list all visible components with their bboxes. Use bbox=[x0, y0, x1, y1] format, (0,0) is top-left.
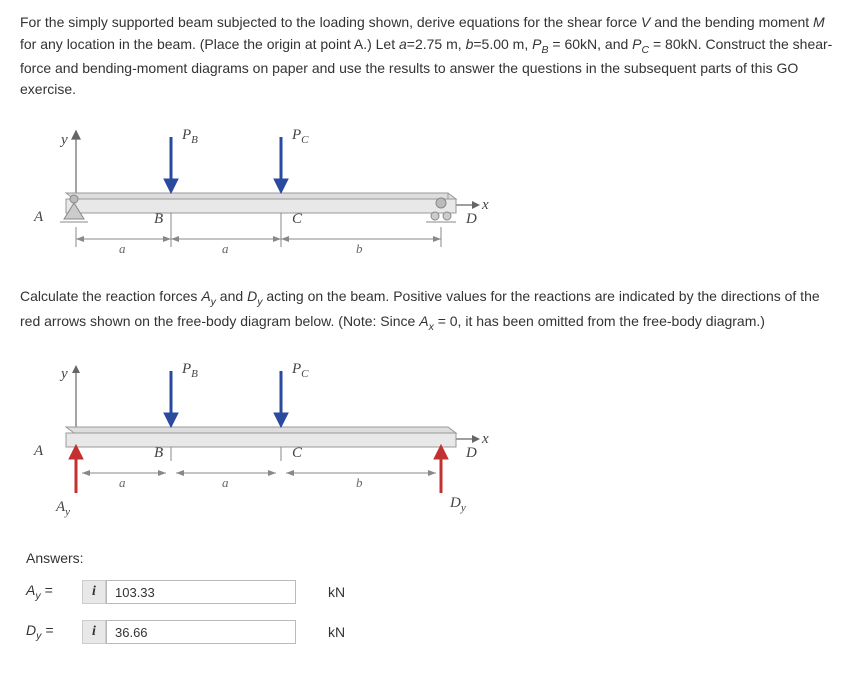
dy-label: Dy = bbox=[26, 622, 66, 642]
svg-text:y: y bbox=[59, 366, 68, 382]
svg-text:PC: PC bbox=[291, 127, 309, 146]
answers-heading: Answers: bbox=[26, 550, 841, 566]
svg-text:a: a bbox=[119, 475, 126, 490]
svg-text:B: B bbox=[154, 211, 163, 227]
y-axis-label: y bbox=[59, 132, 68, 148]
svg-text:A: A bbox=[33, 443, 44, 459]
question-text: Calculate the reaction forces Ay and Dy … bbox=[20, 286, 841, 335]
ay-label: Ay = bbox=[26, 582, 66, 602]
svg-text:Ay: Ay bbox=[55, 499, 70, 518]
svg-text:PB: PB bbox=[181, 127, 198, 146]
svg-text:PB: PB bbox=[181, 361, 198, 380]
svg-text:PC: PC bbox=[291, 361, 309, 380]
diagram-loading: y x PB PC A B C D bbox=[26, 119, 841, 272]
ay-input[interactable]: 103.33 bbox=[106, 580, 296, 604]
ay-unit: kN bbox=[328, 584, 345, 600]
diagram-fbd: y x PB PC Ay Dy A B C D a bbox=[26, 353, 841, 536]
answer-row-ay: Ay = i 103.33 kN bbox=[26, 580, 841, 604]
dy-unit: kN bbox=[328, 624, 345, 640]
svg-text:a: a bbox=[222, 475, 229, 490]
answer-row-dy: Dy = i 36.66 kN bbox=[26, 620, 841, 644]
svg-text:D: D bbox=[465, 211, 477, 227]
svg-text:B: B bbox=[154, 445, 163, 461]
svg-text:a: a bbox=[222, 241, 229, 256]
info-icon[interactable]: i bbox=[82, 620, 106, 644]
svg-text:D: D bbox=[465, 445, 477, 461]
svg-text:Dy: Dy bbox=[449, 495, 466, 514]
svg-text:b: b bbox=[356, 241, 363, 256]
svg-text:b: b bbox=[356, 475, 363, 490]
svg-text:C: C bbox=[292, 211, 303, 227]
svg-text:a: a bbox=[119, 241, 126, 256]
svg-text:A: A bbox=[33, 209, 44, 225]
svg-text:x: x bbox=[481, 431, 489, 447]
svg-text:C: C bbox=[292, 445, 303, 461]
problem-statement: For the simply supported beam subjected … bbox=[20, 12, 841, 101]
info-icon[interactable]: i bbox=[82, 580, 106, 604]
x-axis-label: x bbox=[481, 197, 489, 213]
dy-input[interactable]: 36.66 bbox=[106, 620, 296, 644]
